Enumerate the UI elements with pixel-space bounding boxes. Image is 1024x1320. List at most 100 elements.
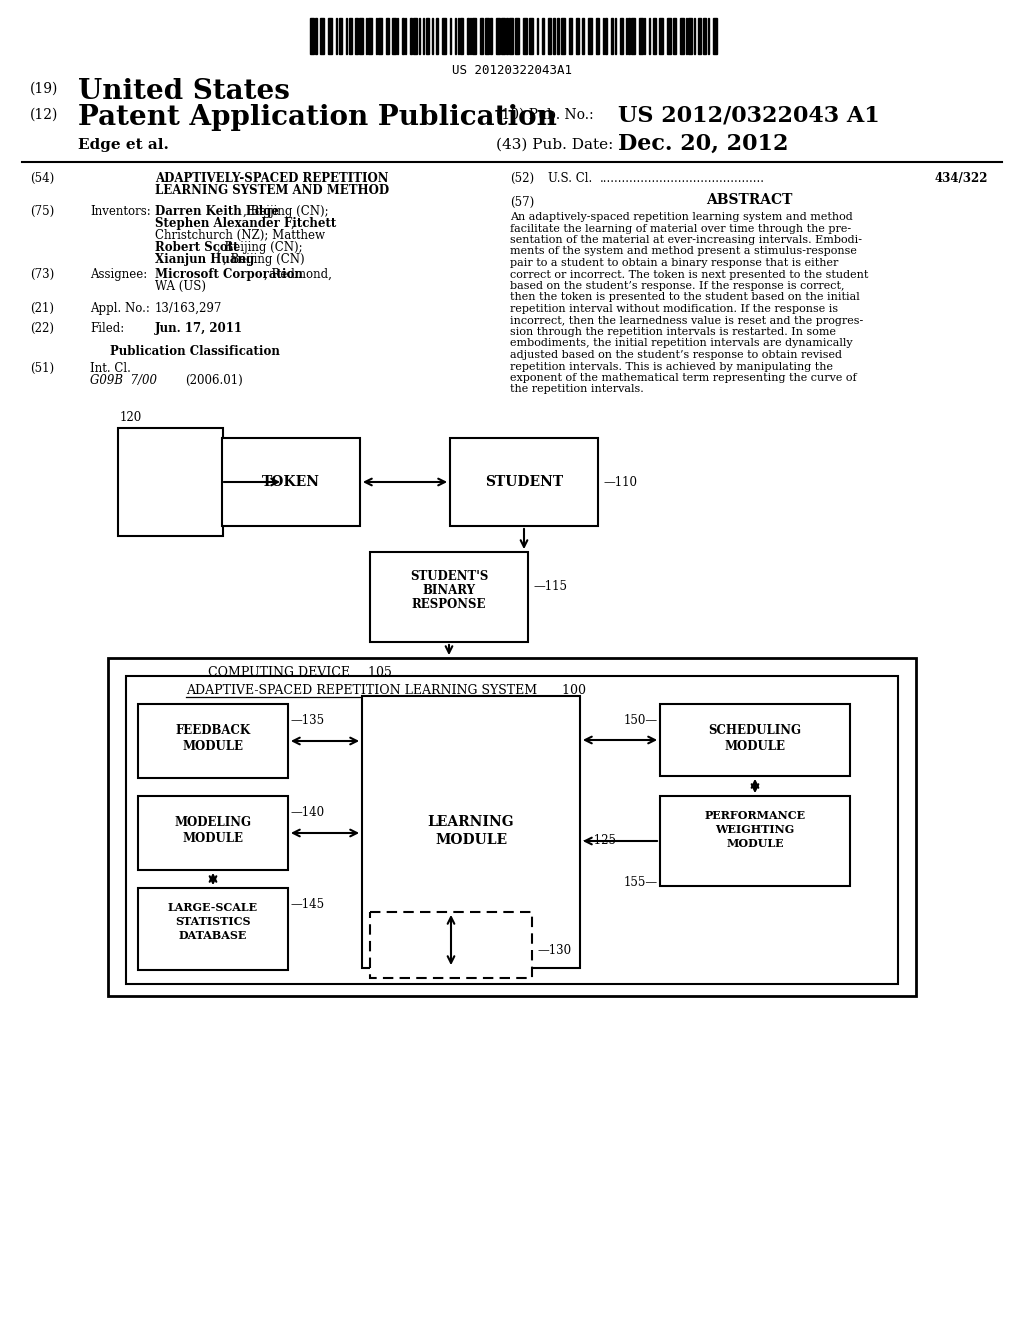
Text: facilitate the learning of material over time through the pre-: facilitate the learning of material over…	[510, 223, 851, 234]
Bar	[582, 18, 584, 54]
Text: then the token is presented to the student based on the initial: then the token is presented to the stude…	[510, 293, 860, 302]
Bar	[553, 18, 555, 54]
Text: —140: —140	[290, 807, 325, 818]
Text: (57): (57)	[510, 195, 535, 209]
Bar	[410, 18, 412, 54]
Text: Stephen Alexander Fitchett: Stephen Alexander Fitchett	[155, 216, 336, 230]
Bar	[436, 18, 438, 54]
Text: US 2012/0322043 A1: US 2012/0322043 A1	[618, 104, 880, 125]
Text: MODULE: MODULE	[182, 833, 244, 846]
Text: incorrect, then the learnedness value is reset and the progres-: incorrect, then the learnedness value is…	[510, 315, 863, 326]
Text: LEARNING SYSTEM AND METHOD: LEARNING SYSTEM AND METHOD	[155, 183, 389, 197]
Text: repetition intervals. This is achieved by manipulating the: repetition intervals. This is achieved b…	[510, 362, 833, 371]
Text: ADAPTIVELY-SPACED REPETITION: ADAPTIVELY-SPACED REPETITION	[155, 172, 388, 185]
Text: (10) Pub. No.:: (10) Pub. No.:	[496, 108, 594, 121]
Text: Inventors:: Inventors:	[90, 205, 151, 218]
Text: Appl. No.:: Appl. No.:	[90, 302, 150, 315]
Text: SCHEDULING: SCHEDULING	[709, 723, 802, 737]
Text: (54): (54)	[30, 172, 54, 185]
Bar	[557, 18, 559, 54]
Text: (75): (75)	[30, 205, 54, 218]
Text: (51): (51)	[30, 362, 54, 375]
Text: Robert Scott: Robert Scott	[155, 242, 239, 253]
Text: STUDENT'S: STUDENT'S	[410, 570, 488, 583]
Text: —130: —130	[537, 945, 571, 957]
Text: (22): (22)	[30, 322, 54, 335]
Bar	[569, 18, 572, 54]
Text: MODULE: MODULE	[725, 739, 785, 752]
Text: Edge et al.: Edge et al.	[78, 139, 169, 152]
Bar	[426, 18, 429, 54]
Text: —125: —125	[582, 833, 616, 846]
Bar	[660, 704, 850, 776]
Bar	[605, 18, 607, 54]
Text: 120: 120	[120, 411, 142, 424]
Text: —115: —115	[534, 581, 567, 594]
Bar	[529, 18, 534, 54]
Bar	[460, 18, 463, 54]
Text: repetition interval without modification. If the response is: repetition interval without modification…	[510, 304, 838, 314]
Bar	[355, 18, 358, 54]
Bar	[339, 18, 342, 54]
Bar	[442, 18, 446, 54]
Text: ABSTRACT: ABSTRACT	[706, 193, 793, 207]
Bar	[639, 18, 643, 54]
Text: MODULE: MODULE	[435, 833, 507, 847]
Text: PERFORMANCE: PERFORMANCE	[705, 810, 806, 821]
Bar	[450, 438, 598, 525]
Text: ............................................: ........................................…	[600, 172, 765, 185]
Bar	[688, 18, 692, 54]
Bar	[368, 18, 372, 54]
Text: MODULE: MODULE	[421, 942, 481, 954]
Text: Int. Cl.: Int. Cl.	[90, 362, 131, 375]
Text: G09B  7/00: G09B 7/00	[90, 374, 157, 387]
Text: 434/322: 434/322	[935, 172, 988, 185]
Text: the repetition intervals.: the repetition intervals.	[510, 384, 644, 395]
Text: Xianjun Huang: Xianjun Huang	[155, 253, 254, 267]
Text: based on the student’s response. If the response is correct,: based on the student’s response. If the …	[510, 281, 845, 290]
Text: Assignee:: Assignee:	[90, 268, 147, 281]
Bar	[659, 18, 663, 54]
Bar	[515, 18, 519, 54]
Text: (19): (19)	[30, 82, 58, 96]
Text: 150—: 150—	[624, 714, 658, 727]
Bar	[631, 18, 635, 54]
Bar	[480, 18, 483, 54]
Text: MODELING: MODELING	[174, 817, 252, 829]
Text: ,: ,	[290, 216, 294, 230]
Bar	[222, 438, 360, 525]
Bar	[628, 18, 630, 54]
Text: —135: —135	[290, 714, 325, 727]
Bar	[575, 18, 579, 54]
Bar	[386, 18, 389, 54]
Text: Patent Application Publication: Patent Application Publication	[78, 104, 557, 131]
Text: Microsoft Corporation: Microsoft Corporation	[155, 268, 303, 281]
Text: 100: 100	[554, 684, 586, 697]
Text: sentation of the material at ever-increasing intervals. Embodi-: sentation of the material at ever-increa…	[510, 235, 862, 246]
Text: pair to a student to obtain a binary response that is either: pair to a student to obtain a binary res…	[510, 257, 839, 268]
Text: (21): (21)	[30, 302, 54, 315]
Bar	[548, 18, 551, 54]
Text: STUDENT: STUDENT	[485, 475, 563, 488]
Bar	[310, 18, 314, 54]
Bar	[349, 18, 352, 54]
Bar	[138, 704, 288, 777]
Text: Darren Keith Edge: Darren Keith Edge	[155, 205, 279, 218]
Bar	[667, 18, 671, 54]
Bar	[362, 696, 580, 968]
Text: 155—: 155—	[624, 876, 658, 888]
Text: (43) Pub. Date:: (43) Pub. Date:	[496, 139, 613, 152]
Bar	[490, 18, 492, 54]
Bar	[126, 676, 898, 983]
Text: (52): (52)	[510, 172, 535, 185]
Bar	[485, 18, 489, 54]
Text: STATISTICS: STATISTICS	[175, 916, 251, 927]
Text: WA (US): WA (US)	[155, 280, 206, 293]
Text: exponent of the mathematical term representing the curve of: exponent of the mathematical term repres…	[510, 374, 857, 383]
Text: United States: United States	[78, 78, 290, 106]
Bar	[713, 18, 717, 54]
Text: US 20120322043A1: US 20120322043A1	[452, 63, 572, 77]
Text: (2006.01): (2006.01)	[185, 374, 243, 387]
Text: ments of the system and method present a stimulus-response: ments of the system and method present a…	[510, 247, 857, 256]
Bar	[653, 18, 656, 54]
